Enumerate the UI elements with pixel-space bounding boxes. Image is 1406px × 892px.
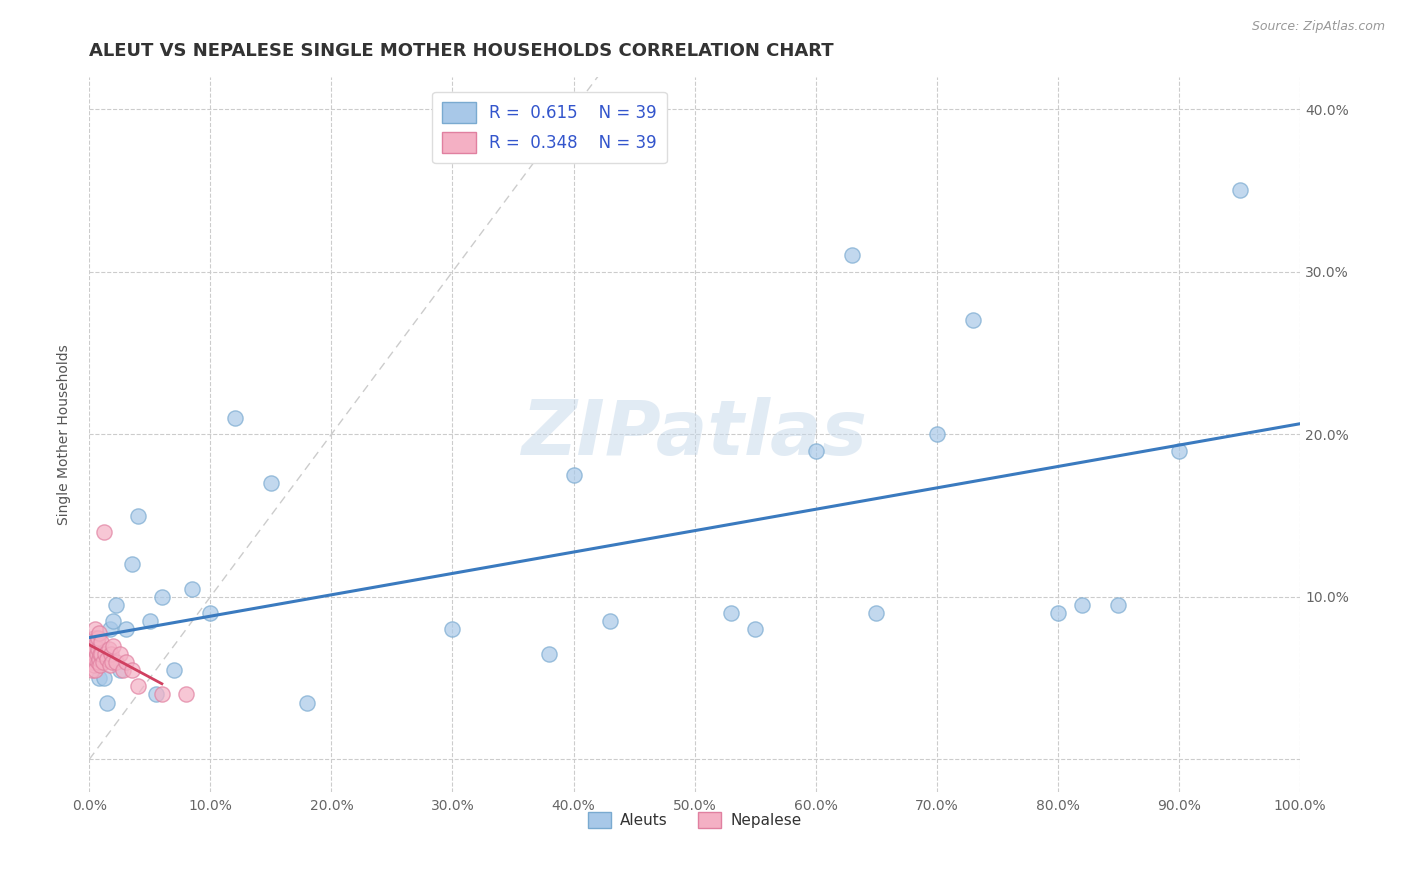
Point xyxy=(90,635,112,649)
Point xyxy=(86,647,108,661)
Point xyxy=(841,248,863,262)
Point xyxy=(1071,598,1094,612)
Point xyxy=(86,631,108,645)
Point xyxy=(84,663,107,677)
Text: ZIPatlas: ZIPatlas xyxy=(522,397,868,471)
Point xyxy=(804,443,827,458)
Point xyxy=(84,631,107,645)
Point xyxy=(104,655,127,669)
Point xyxy=(84,641,107,656)
Point xyxy=(127,679,149,693)
Point xyxy=(150,687,173,701)
Point xyxy=(91,655,114,669)
Point xyxy=(181,582,204,596)
Point xyxy=(538,647,561,661)
Point xyxy=(1168,443,1191,458)
Point xyxy=(163,663,186,677)
Legend: Aleuts, Nepalese: Aleuts, Nepalese xyxy=(582,806,807,834)
Point xyxy=(80,647,103,661)
Point xyxy=(89,647,111,661)
Point xyxy=(150,590,173,604)
Point xyxy=(94,647,117,661)
Point xyxy=(89,658,111,673)
Point xyxy=(87,651,110,665)
Point xyxy=(90,647,112,661)
Point xyxy=(295,696,318,710)
Point xyxy=(87,671,110,685)
Point xyxy=(96,651,118,665)
Point xyxy=(200,606,222,620)
Point xyxy=(90,655,112,669)
Point xyxy=(720,606,742,620)
Point xyxy=(93,524,115,539)
Text: Source: ZipAtlas.com: Source: ZipAtlas.com xyxy=(1251,20,1385,33)
Point xyxy=(93,671,115,685)
Point xyxy=(103,614,125,628)
Point xyxy=(139,614,162,628)
Point xyxy=(108,663,131,677)
Point xyxy=(83,658,105,673)
Point xyxy=(84,623,107,637)
Point xyxy=(108,647,131,661)
Point xyxy=(82,639,104,653)
Point xyxy=(599,614,621,628)
Point xyxy=(260,476,283,491)
Point xyxy=(562,467,585,482)
Point xyxy=(82,655,104,669)
Point xyxy=(96,696,118,710)
Point xyxy=(104,598,127,612)
Point xyxy=(114,623,136,637)
Point xyxy=(174,687,197,701)
Point xyxy=(98,623,121,637)
Point xyxy=(97,641,120,656)
Point xyxy=(112,663,135,677)
Point xyxy=(100,647,122,661)
Point xyxy=(224,411,246,425)
Point xyxy=(121,558,143,572)
Point xyxy=(98,658,121,673)
Point xyxy=(441,623,464,637)
Point xyxy=(121,663,143,677)
Point xyxy=(1107,598,1129,612)
Point xyxy=(84,639,107,653)
Point xyxy=(86,635,108,649)
Point xyxy=(103,639,125,653)
Point xyxy=(962,313,984,327)
Point xyxy=(84,651,107,665)
Point xyxy=(86,647,108,661)
Point xyxy=(101,655,124,669)
Point xyxy=(114,655,136,669)
Point xyxy=(1046,606,1069,620)
Point xyxy=(80,663,103,677)
Point xyxy=(145,687,167,701)
Point xyxy=(744,623,766,637)
Point xyxy=(87,625,110,640)
Point xyxy=(79,655,101,669)
Text: ALEUT VS NEPALESE SINGLE MOTHER HOUSEHOLDS CORRELATION CHART: ALEUT VS NEPALESE SINGLE MOTHER HOUSEHOL… xyxy=(89,42,834,60)
Point xyxy=(925,427,948,442)
Y-axis label: Single Mother Households: Single Mother Households xyxy=(58,344,72,524)
Point xyxy=(86,655,108,669)
Point xyxy=(127,508,149,523)
Point xyxy=(865,606,887,620)
Point xyxy=(1229,183,1251,197)
Point xyxy=(86,641,108,656)
Point xyxy=(83,631,105,645)
